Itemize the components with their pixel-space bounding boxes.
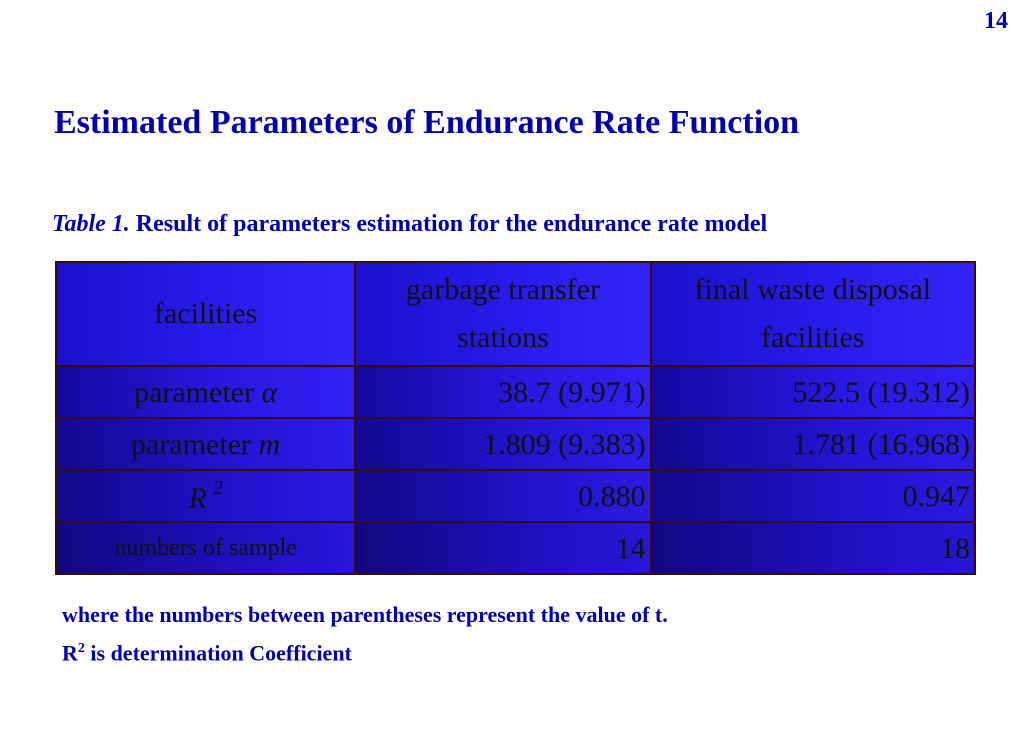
slide-title: Estimated Parameters of Endurance Rate F… <box>54 104 800 141</box>
note-line-2: R2 is determination Coefficient <box>62 632 668 670</box>
cell-transfer-samples: 14 <box>354 521 652 575</box>
cell-transfer-m: 1.809 (9.383) <box>354 417 652 471</box>
header-garbage-transfer-stations: garbage transfer stations <box>354 261 652 367</box>
table-caption: Table 1. Result of parameters estimation … <box>52 211 767 238</box>
note-line-2-text: is determination Coefficient <box>84 640 352 666</box>
note-r-superscript: 2 <box>77 641 85 656</box>
cell-transfer-r2: 0.880 <box>354 469 652 523</box>
header-col2-line2: stations <box>457 321 549 354</box>
header-facilities: facilities <box>54 261 357 367</box>
note-line-1: where the numbers between parentheses re… <box>62 602 668 627</box>
header-facilities-label: facilities <box>154 297 258 330</box>
table-header-row: facilities garbage transfer stations fin… <box>54 261 977 367</box>
cell-disposal-samples: 18 <box>649 521 977 575</box>
table-row: parameter m 1.809 (9.383) 1.781 (16.968) <box>54 417 977 471</box>
row-label-parameter-m: parameter m <box>54 417 357 471</box>
header-col3-line2: facilities <box>761 321 865 354</box>
row-label-text: parameter <box>131 427 259 461</box>
results-table: facilities garbage transfer stations fin… <box>54 261 977 575</box>
row-label-numbers-of-sample: numbers of sample <box>54 521 357 575</box>
row-label-text: parameter <box>134 375 262 409</box>
alpha-symbol: α <box>261 375 278 409</box>
cell-disposal-r2: 0.947 <box>649 469 977 523</box>
header-final-waste-disposal-facilities: final waste disposal facilities <box>649 261 977 367</box>
cell-disposal-m: 1.781 (16.968) <box>649 417 977 471</box>
row-label-parameter-alpha: parameter α <box>54 365 357 419</box>
header-col2-line1: garbage transfer <box>405 273 600 306</box>
cell-transfer-alpha: 38.7 (9.971) <box>354 365 652 419</box>
table-caption-label: Table 1. <box>52 211 130 237</box>
table-caption-text: Result of parameters estimation for the … <box>135 211 768 237</box>
cell-disposal-alpha: 522.5 (19.312) <box>649 365 977 419</box>
table-row: numbers of sample 14 18 <box>54 521 977 575</box>
table-row: parameter α 38.7 (9.971) 522.5 (19.312) <box>54 365 977 419</box>
m-symbol: m <box>258 427 281 461</box>
r-symbol: R <box>188 482 207 515</box>
r-superscript: 2 <box>212 477 223 499</box>
table-notes: where the numbers between parentheses re… <box>62 598 668 670</box>
header-col3-line1: final waste disposal <box>694 273 932 306</box>
note-r: R <box>62 640 78 666</box>
page-number: 14 <box>984 8 1008 34</box>
